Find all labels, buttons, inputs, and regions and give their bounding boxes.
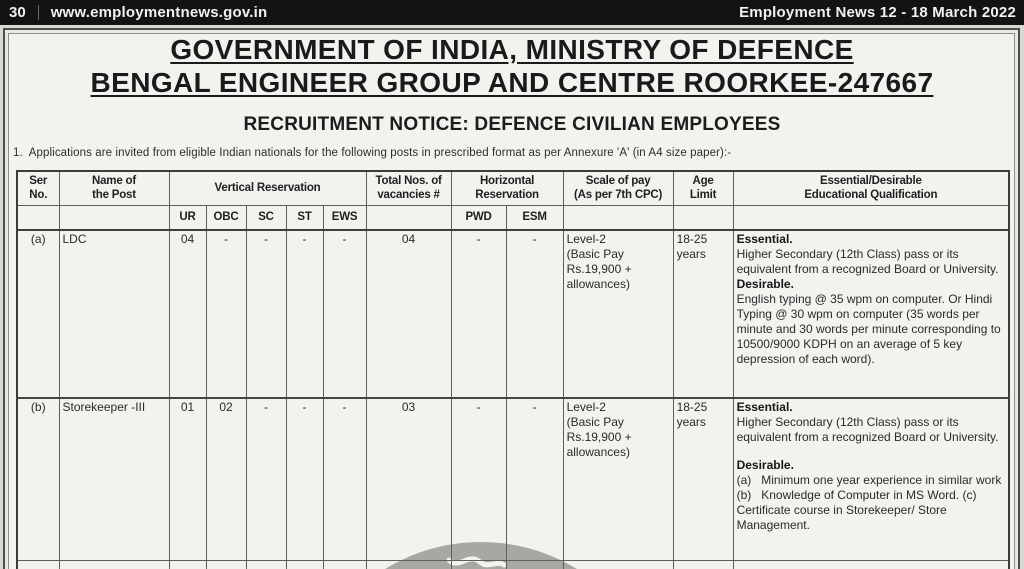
empty-cell [672, 559, 734, 569]
empty-cell [562, 204, 674, 231]
table-row-cutoff [16, 559, 1010, 569]
page-header-bar: 30 www.employmentnews.gov.in Employment … [0, 0, 1024, 25]
age-limit-value: 18-25 years [672, 397, 734, 561]
ews-value: - [322, 229, 367, 399]
col-header-horizontal-reservation: Horizontal Reservation [450, 170, 564, 206]
esm-value: - [505, 229, 564, 399]
ser-no-value: (a) [16, 229, 60, 399]
table-header-row-1: Ser No. Name of the Post Vertical Reserv… [16, 170, 1010, 206]
ministry-title: GOVERNMENT OF INDIA, MINISTRY OF DEFENCE [170, 34, 854, 65]
col-header-post-name: Name of the Post [58, 170, 170, 206]
essential-block: Essential. Higher Secondary (12th Class)… [737, 400, 1006, 445]
age-limit-value: 18-25 years [672, 229, 734, 399]
post-name-value: Storekeeper -III [58, 397, 170, 561]
qualification-cell: Essential. Higher Secondary (12th Class)… [732, 397, 1010, 561]
empty-cell [365, 204, 452, 231]
col-header-esm: ESM [505, 204, 564, 231]
empty-cell [16, 559, 60, 569]
empty-cell [732, 204, 1010, 231]
col-header-ser-no: Ser No. [16, 170, 60, 206]
empty-cell [732, 559, 1010, 569]
empty-cell [365, 559, 452, 569]
desirable-block: Desirable. English typing @ 35 wpm on co… [737, 277, 1006, 367]
col-header-age-limit: Age Limit [672, 170, 734, 206]
desirable-label: Desirable. [736, 277, 794, 291]
desirable-label: Desirable. [736, 458, 794, 472]
col-header-st: ST [285, 204, 324, 231]
desirable-block: Desirable. (a) Minimum one year experien… [737, 458, 1006, 533]
total-vacancies-value: 03 [365, 397, 452, 561]
empty-cell [58, 204, 170, 231]
total-vacancies-value: 04 [365, 229, 452, 399]
col-header-sc: SC [245, 204, 287, 231]
empty-cell [562, 559, 674, 569]
sc-value: - [245, 397, 287, 561]
essential-label: Essential. [736, 400, 793, 414]
desirable-text: English typing @ 35 wpm on computer. Or … [736, 292, 1005, 366]
col-header-ews: EWS [322, 204, 367, 231]
col-header-qualification: Essential/Desirable Educational Qualific… [732, 170, 1010, 206]
desirable-text: (a) Minimum one year experience in simil… [736, 473, 1005, 532]
empty-cell [672, 204, 734, 231]
table-row-storekeeper: (b) Storekeeper -III 01 02 - - - 03 - - … [16, 397, 1010, 561]
empty-cell [285, 559, 324, 569]
table-header-row-2: UR OBC SC ST EWS PWD ESM [16, 204, 1010, 231]
obc-value: 02 [205, 397, 247, 561]
table-row-ldc: (a) LDC 04 - - - - 04 - - Level-2 (Basic… [16, 229, 1010, 399]
empty-cell [245, 559, 287, 569]
esm-value: - [505, 397, 564, 561]
st-value: - [285, 229, 324, 399]
empty-cell [450, 559, 507, 569]
ser-no-value: (b) [16, 397, 60, 561]
page-number: 30 [9, 4, 26, 21]
empty-cell [58, 559, 170, 569]
scale-of-pay-value: Level-2 (Basic Pay Rs.19,900 + allowance… [562, 397, 674, 561]
scale-of-pay-value: Level-2 (Basic Pay Rs.19,900 + allowance… [562, 229, 674, 399]
pwd-value: - [450, 229, 507, 399]
qualification-cell: Essential. Higher Secondary (12th Class)… [732, 229, 1010, 399]
notice-title: RECRUITMENT NOTICE: DEFENCE CIVILIAN EMP… [243, 114, 781, 135]
edition-date: Employment News 12 - 18 March 2022 [739, 4, 1016, 21]
col-header-obc: OBC [205, 204, 247, 231]
post-name-value: LDC [58, 229, 170, 399]
col-header-ur: UR [168, 204, 207, 231]
site-url: www.employmentnews.gov.in [50, 4, 268, 21]
essential-block: Essential. Higher Secondary (12th Class)… [737, 232, 1006, 277]
obc-value: - [205, 229, 247, 399]
pwd-value: - [450, 397, 507, 561]
col-header-scale-of-pay: Scale of pay (As per 7th CPC) [562, 170, 674, 206]
topbar-divider [37, 5, 39, 20]
empty-cell [168, 559, 207, 569]
essential-text: Higher Secondary (12th Class) pass or it… [736, 415, 999, 444]
ur-value: 01 [168, 397, 207, 561]
intro-paragraph: 1. Applications are invited from eligibl… [13, 147, 732, 159]
empty-cell [205, 559, 247, 569]
sc-value: - [245, 229, 287, 399]
col-header-pwd: PWD [450, 204, 507, 231]
col-header-vertical-reservation: Vertical Reservation [168, 170, 367, 206]
ur-value: 04 [168, 229, 207, 399]
empty-cell [505, 559, 564, 569]
essential-text: Higher Secondary (12th Class) pass or it… [736, 247, 999, 276]
ews-value: - [322, 397, 367, 561]
organisation-title: BENGAL ENGINEER GROUP AND CENTRE ROORKEE… [90, 67, 934, 98]
col-header-total-vacancies: Total Nos. of vacancies # [365, 170, 452, 206]
empty-cell [16, 204, 60, 231]
essential-label: Essential. [736, 232, 793, 246]
vacancy-table: Ser No. Name of the Post Vertical Reserv… [16, 170, 1011, 569]
empty-cell [322, 559, 367, 569]
st-value: - [285, 397, 324, 561]
